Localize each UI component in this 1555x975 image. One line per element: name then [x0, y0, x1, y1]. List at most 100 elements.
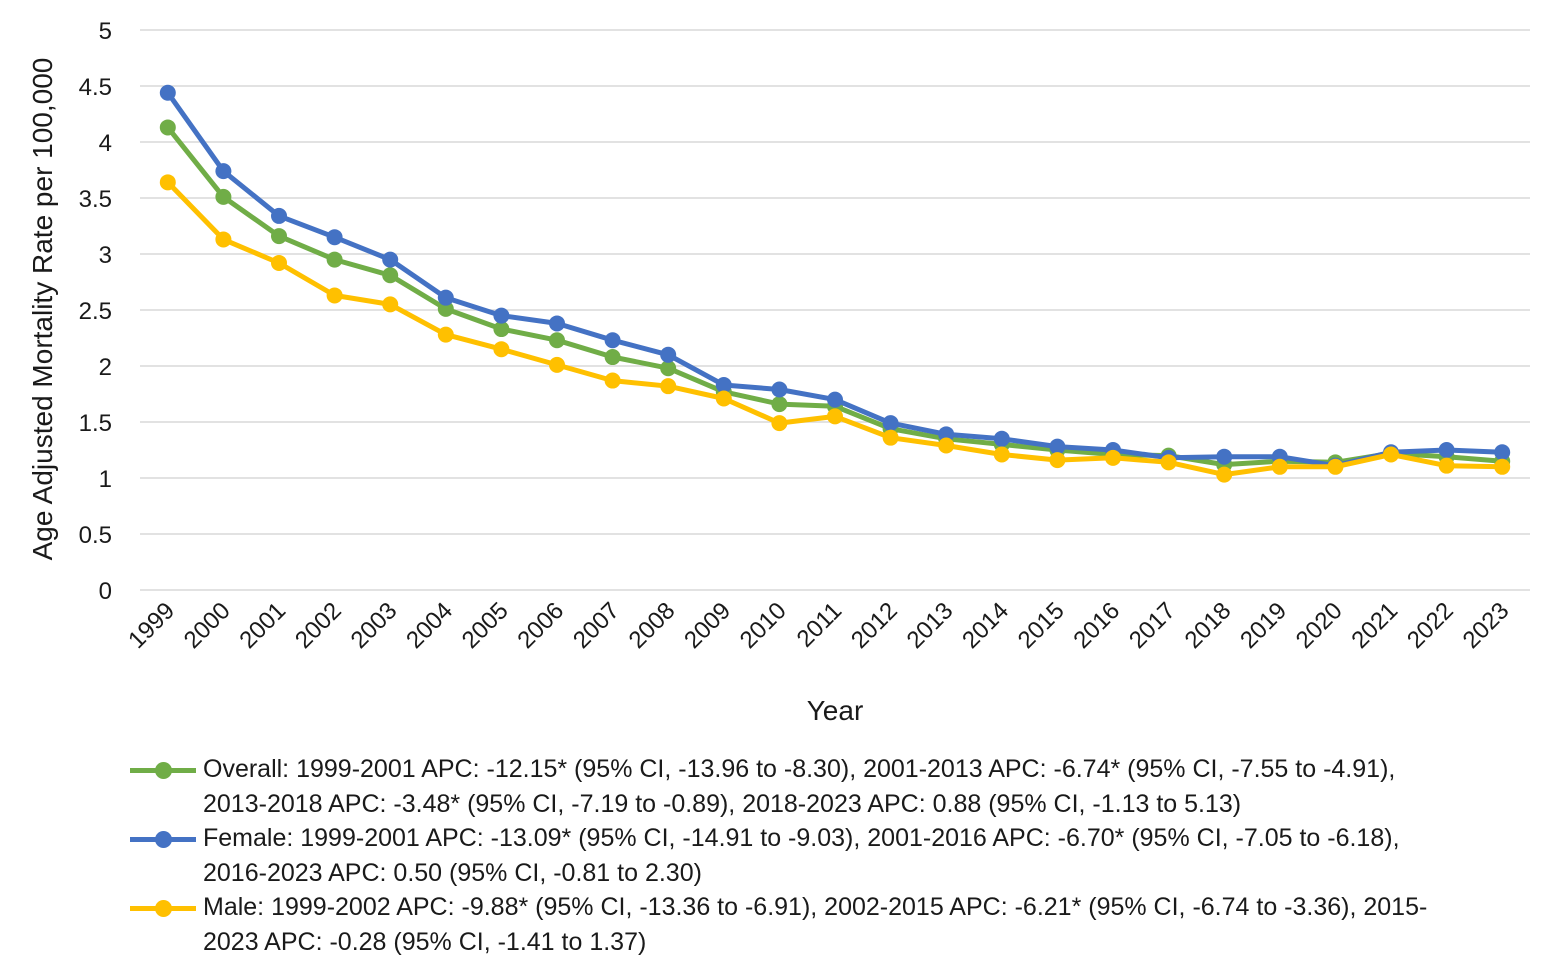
data-point-female	[493, 307, 510, 324]
data-point-female	[827, 391, 843, 408]
data-point-male	[549, 356, 565, 373]
legend-swatch-female	[130, 831, 196, 848]
legend-item-male: Male: 1999-2002 APC: -9.88* (95% CI, -13…	[130, 890, 1540, 959]
x-tick-label: 2009	[679, 597, 736, 654]
data-point-male	[660, 378, 677, 395]
data-point-female	[882, 415, 899, 432]
data-point-female	[382, 251, 399, 268]
data-point-male	[326, 287, 343, 304]
data-point-overall	[215, 188, 232, 205]
data-point-overall	[549, 332, 565, 349]
x-tick-label: 2007	[568, 597, 625, 654]
data-point-male	[437, 326, 454, 343]
y-tick-label: 1	[99, 466, 112, 493]
data-point-overall	[326, 251, 343, 268]
data-point-female	[159, 84, 176, 101]
data-point-male	[938, 437, 955, 454]
legend-item-female: Female: 1999-2001 APC: -13.09* (95% CI, …	[130, 821, 1540, 890]
x-tick-label: 2016	[1068, 597, 1125, 654]
y-tick-label: 0	[99, 578, 112, 605]
x-axis-label: Year	[807, 695, 864, 726]
data-point-female	[660, 346, 677, 363]
data-point-male	[993, 446, 1010, 463]
data-point-male	[882, 429, 899, 446]
gridlines	[140, 29, 1530, 591]
legend-text-line: 2023 APC: -0.28 (95% CI, -1.41 to 1.37)	[203, 927, 647, 956]
x-tick-label: 2012	[846, 597, 903, 654]
x-tick-label: 2003	[346, 597, 403, 654]
y-tick-label: 3	[99, 242, 112, 269]
data-point-male	[1216, 466, 1233, 483]
data-point-overall	[493, 321, 510, 338]
data-point-overall	[159, 119, 176, 136]
data-point-overall	[382, 267, 399, 284]
data-point-female	[715, 377, 732, 394]
y-tick-label: 0.5	[79, 522, 112, 549]
data-point-male	[1383, 446, 1399, 463]
data-point-male	[271, 254, 287, 271]
legend-swatch-male	[130, 900, 196, 917]
data-point-male	[1160, 454, 1177, 471]
data-point-female	[437, 289, 454, 306]
x-tick-label: 2018	[1180, 597, 1237, 654]
legend-text-line: Female: 1999-2001 APC: -13.09* (95% CI, …	[203, 824, 1400, 852]
x-axis-ticks: 1999200020012002200320042005200620072008…	[123, 597, 1514, 654]
data-point-female	[1049, 438, 1066, 455]
x-tick-label: 1999	[123, 597, 180, 654]
data-point-overall	[660, 360, 677, 377]
legend-text-line: 2016-2023 APC: 0.50 (95% CI, -0.81 to 2.…	[203, 858, 702, 887]
data-point-overall	[437, 300, 454, 317]
x-tick-label: 2014	[957, 597, 1014, 654]
data-point-male	[1105, 449, 1121, 466]
legend-text-line: Male: 1999-2002 APC: -9.88* (95% CI, -13…	[203, 893, 1428, 921]
x-tick-label: 2000	[179, 597, 236, 654]
x-tick-label: 2022	[1402, 597, 1459, 654]
data-point-female	[1494, 444, 1511, 461]
x-tick-label: 2004	[401, 597, 458, 654]
x-tick-label: 2006	[512, 597, 569, 654]
data-point-male	[1494, 458, 1511, 475]
legend: Overall: 1999-2001 APC: -12.15* (95% CI,…	[130, 752, 1540, 959]
x-tick-label: 2013	[902, 597, 959, 654]
data-point-female	[1216, 448, 1233, 465]
data-point-male	[771, 415, 788, 432]
y-tick-label: 2.5	[79, 298, 112, 325]
data-point-male	[827, 408, 843, 425]
series-layer	[159, 84, 1511, 483]
y-tick-label: 5	[99, 18, 112, 45]
series-line-male	[166, 180, 1503, 478]
x-tick-label: 2008	[624, 597, 681, 654]
data-point-male	[715, 390, 732, 407]
y-tick-label: 4.5	[79, 74, 112, 101]
data-point-male	[1049, 452, 1066, 469]
data-point-female	[549, 315, 565, 332]
data-point-female	[326, 229, 343, 246]
y-tick-label: 2	[99, 354, 112, 381]
data-point-female	[215, 163, 232, 180]
legend-item-overall: Overall: 1999-2001 APC: -12.15* (95% CI,…	[130, 752, 1540, 821]
x-tick-label: 2021	[1346, 597, 1403, 654]
series-male	[159, 174, 1511, 483]
legend-text-line: Overall: 1999-2001 APC: -12.15* (95% CI,…	[203, 755, 1396, 783]
x-tick-label: 2011	[792, 597, 848, 653]
x-tick-label: 2023	[1458, 597, 1515, 654]
y-tick-label: 3.5	[79, 186, 112, 213]
data-point-male	[1271, 458, 1288, 475]
x-tick-label: 2001	[234, 597, 291, 654]
y-tick-label: 1.5	[79, 410, 112, 437]
data-point-male	[159, 174, 176, 191]
x-tick-label: 2015	[1013, 597, 1070, 654]
data-point-male	[215, 231, 232, 248]
data-point-male	[382, 296, 399, 313]
data-point-female	[771, 381, 788, 398]
x-tick-label: 2017	[1124, 597, 1181, 654]
data-point-male	[1438, 457, 1455, 474]
x-tick-label: 2005	[457, 597, 514, 654]
y-axis-label: Age Adjusted Mortality Rate per 100,000	[27, 58, 58, 561]
data-point-male	[493, 341, 510, 358]
data-point-male	[1327, 458, 1344, 475]
data-point-female	[993, 430, 1010, 447]
x-tick-label: 2020	[1291, 597, 1348, 654]
x-tick-label: 2019	[1235, 597, 1292, 654]
legend-swatch-overall	[130, 762, 196, 779]
